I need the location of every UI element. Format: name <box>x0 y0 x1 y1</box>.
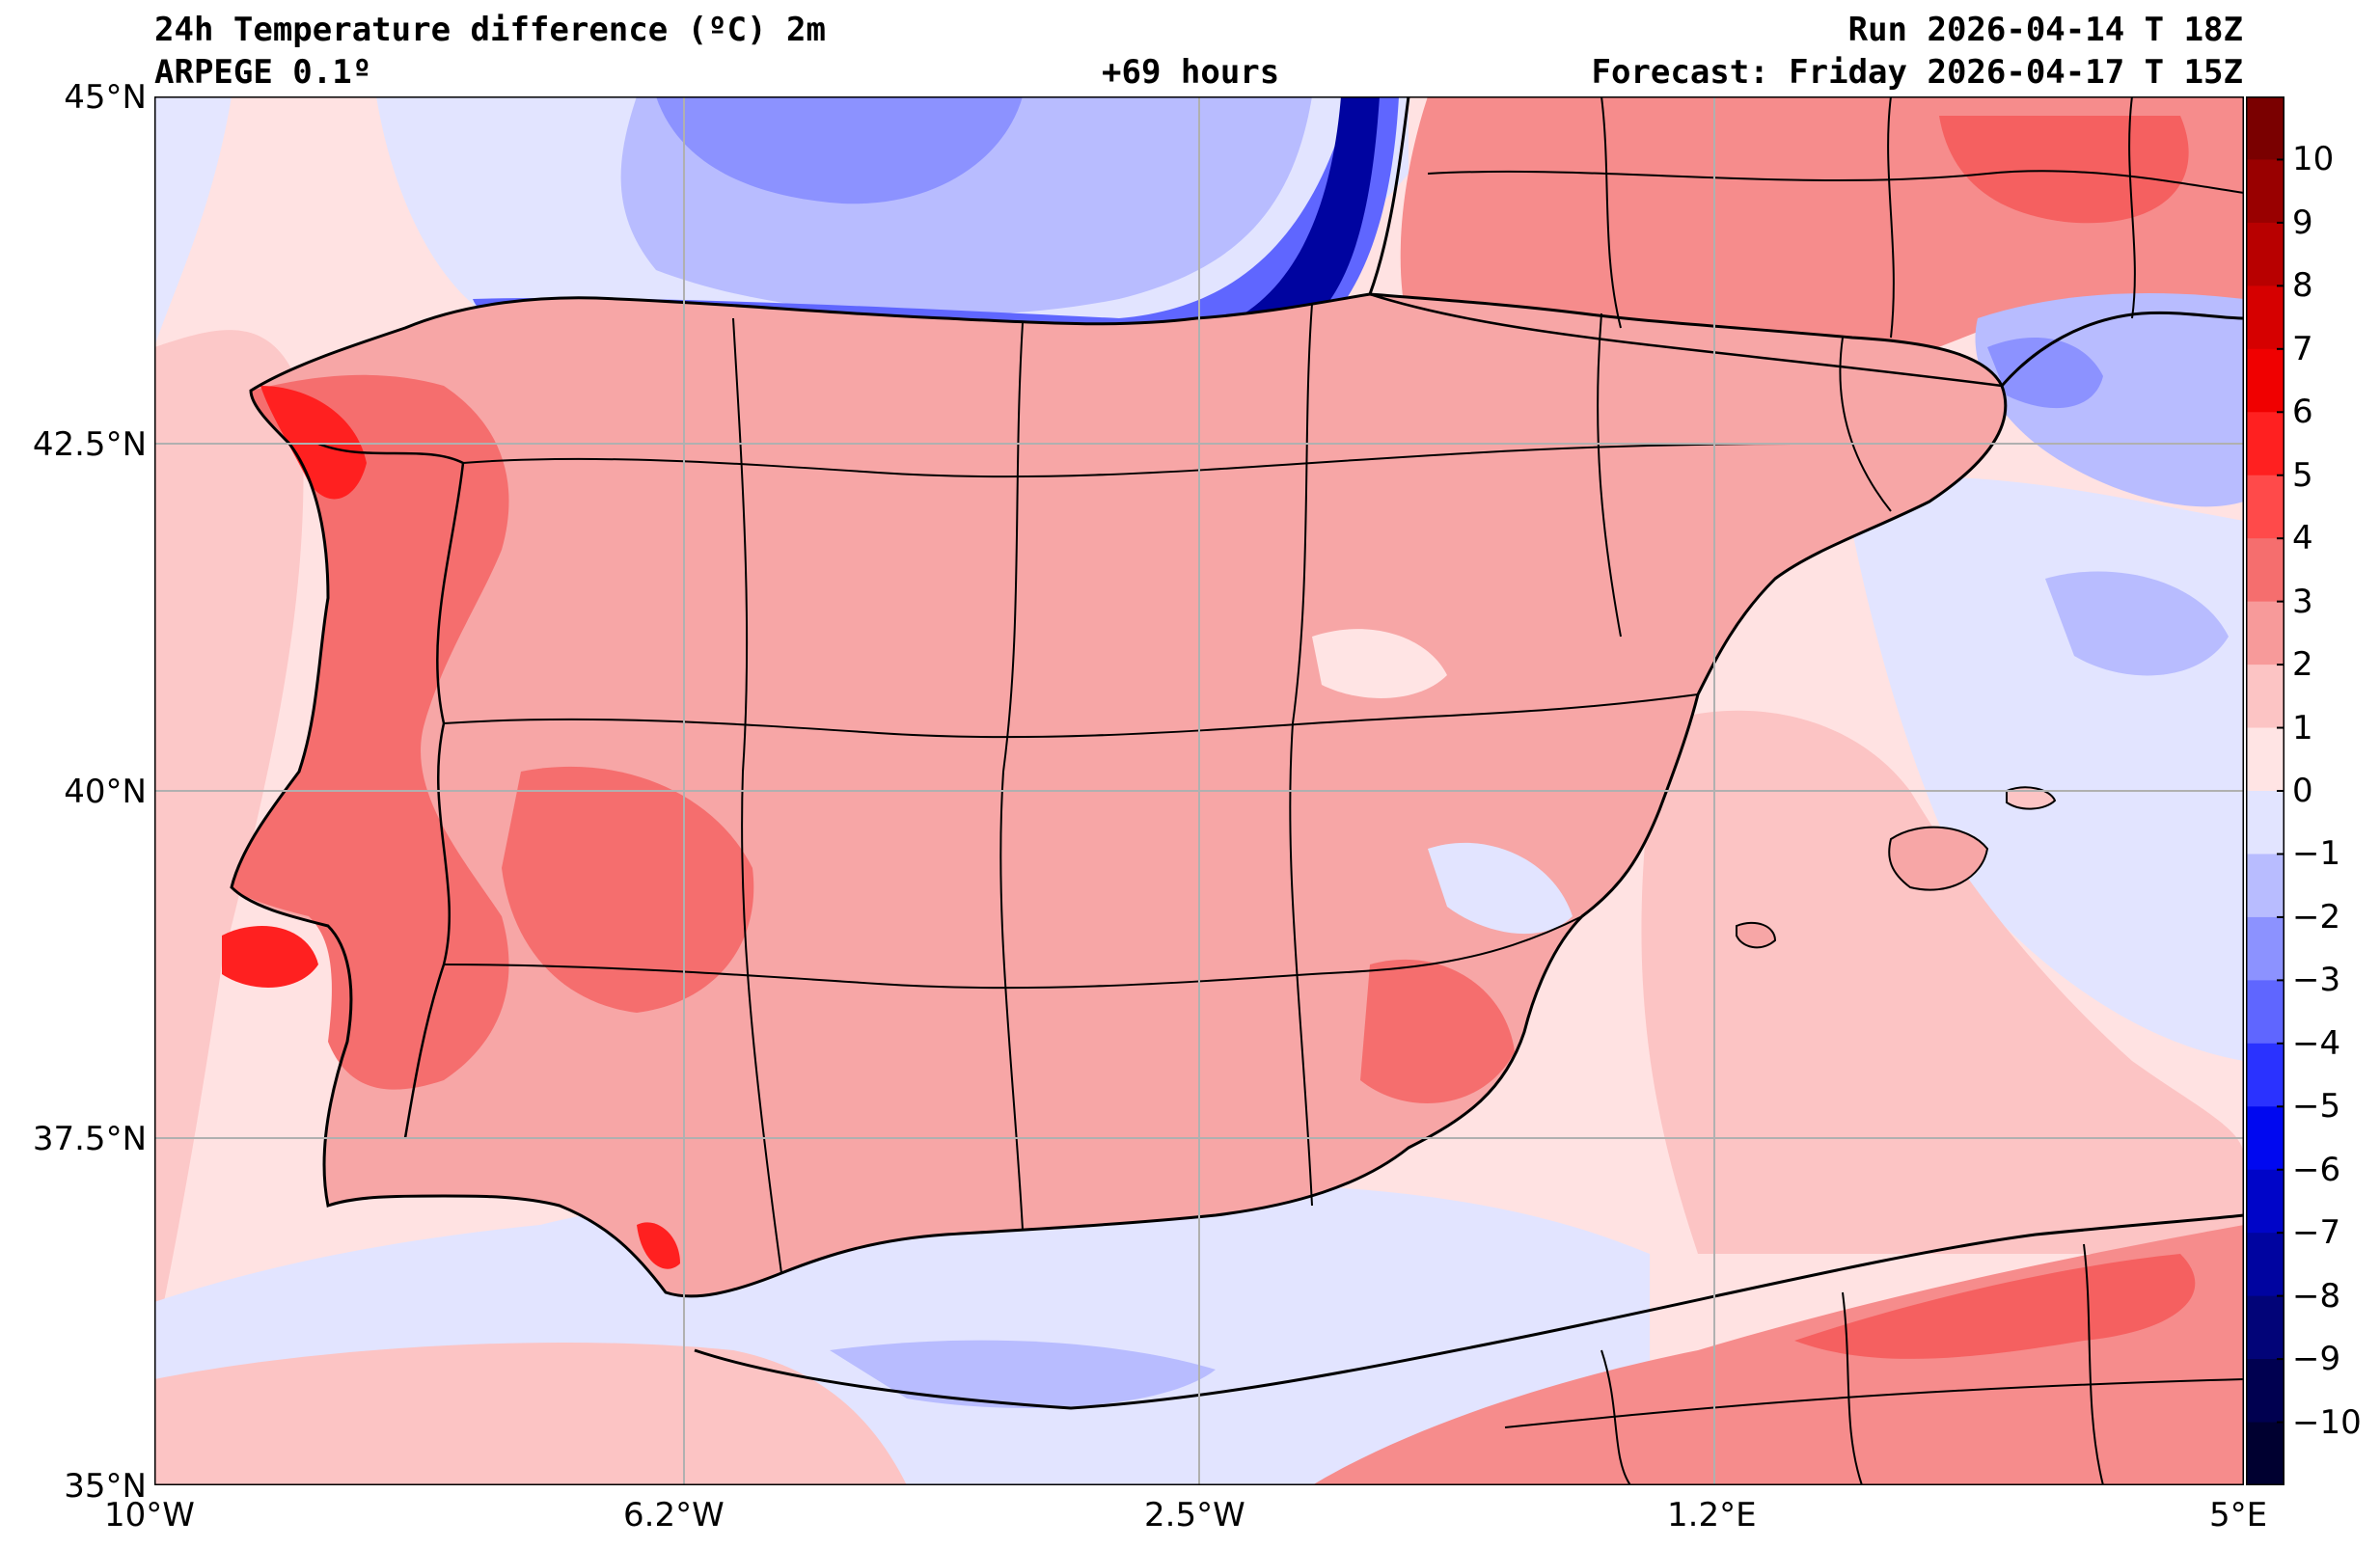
southeast-warm <box>1360 959 1515 1103</box>
colorbar-tick-label: 7 <box>2292 329 2313 368</box>
ibiza <box>1736 921 1777 949</box>
colorbar-band <box>2246 665 2284 729</box>
chart-title: 24h Temperature difference (ºC) 2m <box>154 11 826 49</box>
iberia-land <box>232 294 2006 1296</box>
france-med-coast <box>2000 311 2244 387</box>
north-africa-hot-patch <box>1794 1254 2196 1359</box>
gibraltar-hot <box>637 1222 680 1269</box>
atlantic-warm-band <box>154 330 304 1350</box>
africa-borders <box>1504 1243 2244 1485</box>
north-africa-coast <box>694 1213 2244 1410</box>
colorbar-band <box>2246 1359 2284 1424</box>
lon-label-10w: 10°W <box>104 1496 195 1534</box>
model-label: ARPEGE 0.1º <box>154 53 372 92</box>
colorbar-tick-label: 0 <box>2292 772 2313 810</box>
gulf-of-lion-colder <box>1987 338 2103 409</box>
france-hot-patch <box>1939 116 2189 224</box>
lat-label-37-5: 37.5°N <box>32 1120 147 1158</box>
morocco-region <box>154 1342 907 1485</box>
colorbar-tick-label: −2 <box>2292 897 2341 937</box>
ebro-valley-cool <box>1312 629 1447 698</box>
lon-label-2-5w: 2.5°W <box>1144 1496 1245 1534</box>
colorbar-tick-label: −10 <box>2292 1402 2362 1442</box>
spain-france-border <box>1369 292 2003 388</box>
colorbar-tick-label: 8 <box>2292 266 2313 306</box>
mediterranean-cooler-patch <box>2045 571 2229 676</box>
colorbar-band <box>2246 980 2284 1045</box>
colorbar-band <box>2246 412 2284 476</box>
lat-label-42-5: 42.5°N <box>32 425 147 464</box>
colorbar-tick-label: 9 <box>2292 203 2313 242</box>
colorbar-tick-label: −1 <box>2292 834 2341 874</box>
lat-label-40: 40°N <box>64 773 147 811</box>
colorbar-tick-label: −9 <box>2292 1340 2341 1379</box>
colorbar-band <box>2246 1043 2284 1107</box>
forecast-label: Forecast: Friday 2026-04-17 T 15Z <box>1591 53 2243 92</box>
colorbar <box>2246 96 2284 1485</box>
colorbar-tick-label: 2 <box>2292 645 2313 685</box>
colorbar-band <box>2246 1106 2284 1171</box>
france-coast <box>1368 96 1410 295</box>
colorbar-band <box>2246 159 2284 224</box>
colorbar-tick-label: 3 <box>2292 582 2313 621</box>
portugal-spain-border <box>317 442 465 1139</box>
colorbar-tick-label: −3 <box>2292 961 2341 1000</box>
colorbar-band <box>2246 96 2284 160</box>
colorbar-tick-label: −5 <box>2292 1087 2341 1127</box>
colorbar-band <box>2246 475 2284 539</box>
colorbar-band <box>2246 1169 2284 1234</box>
colorbar-band <box>2246 916 2284 981</box>
lead-time-label: +69 hours <box>1102 53 1280 92</box>
colorbar-band <box>2246 854 2284 918</box>
colorbar-band <box>2246 1295 2284 1360</box>
map-frame <box>154 96 2244 1485</box>
colorbar-band <box>2246 538 2284 603</box>
colorbar-band <box>2246 791 2284 855</box>
colorbar-tick-label: 5 <box>2292 455 2313 495</box>
colorbar-tick-label: 1 <box>2292 708 2313 747</box>
biscay-cooler-patch <box>656 96 1023 204</box>
colorbar-tick-label: 6 <box>2292 393 2313 432</box>
lon-label-1-2e: 1.2°E <box>1667 1496 1757 1534</box>
valencia-cool <box>1428 842 1573 935</box>
mallorca <box>1888 826 1989 891</box>
colorbar-band <box>2246 727 2284 792</box>
atlantic-neutral-region <box>154 96 232 347</box>
lon-label-5e: 5°E <box>2209 1496 2268 1534</box>
coastline <box>230 292 2008 1298</box>
west-iberia-hot-region <box>232 374 509 1090</box>
province-borders <box>443 303 1892 1274</box>
lon-label-6-2w: 6.2°W <box>623 1496 725 1534</box>
lisbon-hot <box>222 926 318 988</box>
alboran-cooler-patch <box>830 1340 1216 1408</box>
lat-label-35: 35°N <box>64 1467 147 1506</box>
colorbar-tick-label: 10 <box>2292 140 2335 179</box>
mediterranean-warm-tongue <box>1641 710 2244 1254</box>
colorbar-band <box>2246 285 2284 350</box>
colorbar-tick-label: −8 <box>2292 1276 2341 1316</box>
colorbar-tick-label: −7 <box>2292 1213 2341 1253</box>
colorbar-tick-label: −4 <box>2292 1023 2341 1063</box>
france-borders <box>1427 96 2244 339</box>
colorbar-band <box>2246 1422 2284 1485</box>
menorca <box>2006 786 2057 810</box>
gridlines <box>154 96 2244 1485</box>
temperature-map <box>154 96 2244 1485</box>
colorbar-band <box>2246 222 2284 286</box>
colorbar-band <box>2246 348 2284 413</box>
cantabrian-coldest <box>1208 96 1380 348</box>
colorbar-tick-label: 4 <box>2292 519 2313 558</box>
colorbar-band <box>2246 601 2284 665</box>
colorbar-band <box>2246 1233 2284 1297</box>
colorbar-tick-label: −6 <box>2292 1150 2341 1189</box>
central-west-warm <box>502 766 754 1013</box>
lat-label-45: 45°N <box>64 78 147 117</box>
run-label: Run 2026-04-14 T 18Z <box>1847 11 2243 49</box>
galicia-hottest <box>260 386 367 500</box>
